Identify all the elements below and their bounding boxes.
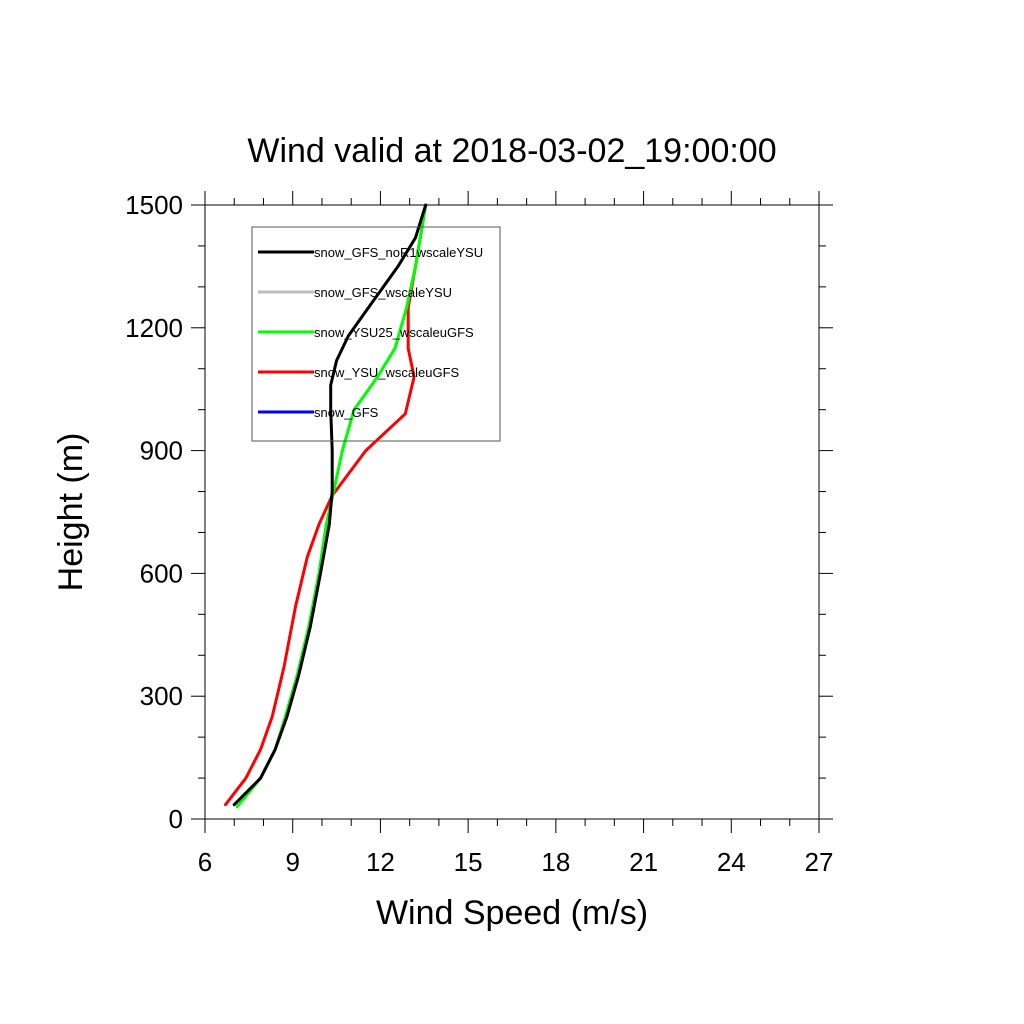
y-tick-label: 0 [169,804,183,834]
legend-box [251,226,501,442]
y-tick-label: 900 [140,436,183,466]
x-tick-label: 24 [717,847,746,877]
series-line-snow-ysu-wscaleugfs [224,203,428,807]
legend-label: snow_GFS_wscaleYSU [314,285,452,300]
y-tick-label: 600 [140,558,183,588]
y-tick-label: 300 [140,681,183,711]
legend-label: snow_YSU_wscaleuGFS [314,365,460,380]
legend: snow_GFS_noR1wscaleYSU snow_GFS_wscaleYSU… [251,226,501,442]
y-tick-label: 1500 [125,190,183,220]
x-tick-label: 18 [541,847,570,877]
legend-label: snow_GFS_noR1wscaleYSU [314,245,483,260]
y-axis-label: Height (m) [52,433,90,592]
axis-ticks: 6 9 12 15 18 21 24 27 0 300 600 900 1200 1500 [125,190,833,877]
y-tick-label: 1200 [125,313,183,343]
x-tick-label: 6 [198,847,212,877]
legend-label: snow_YSU25_wscaleuGFS [314,325,474,340]
series-lines [224,203,428,809]
x-tick-label: 27 [805,847,834,877]
plot-frame [204,204,820,820]
legend-label: snow_GFS [314,405,379,420]
x-tick-label: 15 [454,847,483,877]
x-tick-label: 12 [366,847,395,877]
x-tick-label: 9 [285,847,299,877]
x-axis-label: Wind Speed (m/s) [376,894,648,932]
chart-title: Wind valid at 2018-03-02_19:00:00 [247,132,776,170]
x-tick-label: 21 [629,847,658,877]
series-line-snow-gfs-nor1wscaleysu [232,203,428,807]
